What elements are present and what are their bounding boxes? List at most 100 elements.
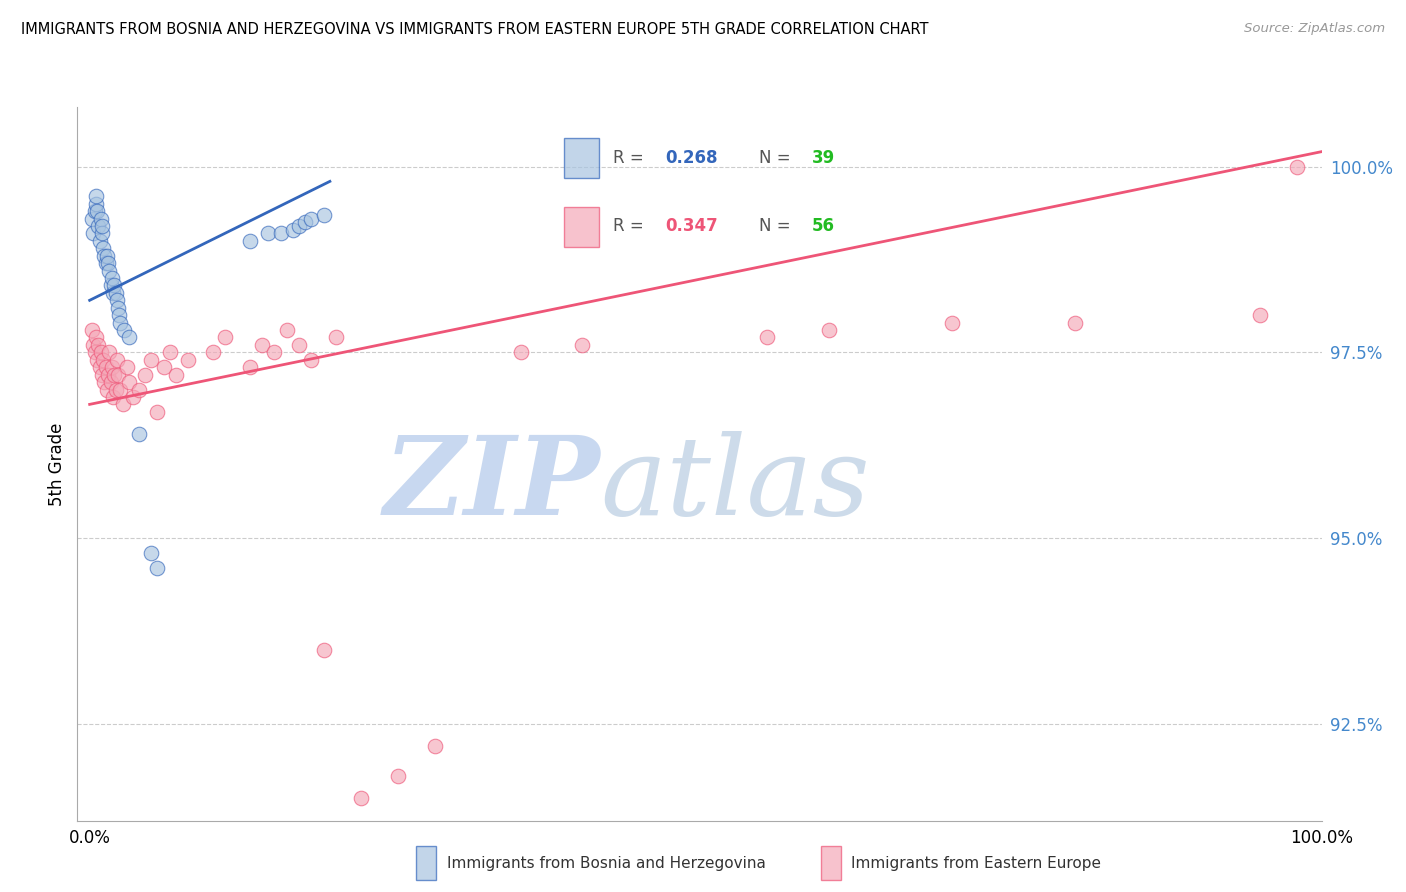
Point: [98, 263, 121, 277]
Point: [312, 642, 335, 657]
Point: [101, 271, 124, 285]
Point: [110, 383, 132, 397]
Point: [101, 285, 124, 300]
Point: [105, 293, 128, 308]
Point: [91, 241, 114, 255]
Point: [118, 330, 141, 344]
Point: [82, 323, 104, 337]
Bar: [821, 846, 841, 880]
Point: [107, 301, 129, 315]
Point: [101, 390, 124, 404]
Point: [146, 405, 169, 419]
Text: IMMIGRANTS FROM BOSNIA AND HERZEGOVINA VS IMMIGRANTS FROM EASTERN EUROPE 5TH GRA: IMMIGRANTS FROM BOSNIA AND HERZEGOVINA V…: [21, 22, 928, 37]
Text: Immigrants from Bosnia and Herzegovina: Immigrants from Bosnia and Herzegovina: [447, 855, 765, 871]
Point: [108, 308, 131, 322]
Point: [257, 227, 280, 241]
Point: [101, 360, 124, 375]
Point: [83, 204, 105, 219]
Point: [509, 345, 531, 359]
Point: [134, 368, 156, 382]
Point: [115, 360, 138, 375]
Point: [152, 360, 174, 375]
Point: [128, 427, 150, 442]
Point: [201, 345, 224, 359]
Point: [90, 345, 112, 359]
Point: [104, 285, 127, 300]
Point: [214, 330, 236, 344]
Point: [97, 368, 120, 382]
Point: [104, 383, 127, 397]
Point: [105, 352, 128, 367]
Point: [112, 323, 135, 337]
Point: [270, 227, 292, 241]
Point: [82, 338, 104, 352]
Point: [96, 383, 118, 397]
Point: [818, 323, 841, 337]
Point: [350, 791, 373, 805]
Point: [571, 338, 593, 352]
Point: [1064, 316, 1087, 330]
Point: [84, 189, 107, 203]
Point: [91, 219, 114, 233]
Point: [103, 368, 125, 382]
Point: [110, 316, 132, 330]
Point: [100, 278, 122, 293]
Point: [93, 375, 115, 389]
Point: [90, 211, 112, 226]
Point: [107, 368, 129, 382]
Point: [89, 234, 111, 248]
Y-axis label: 5th Grade: 5th Grade: [48, 422, 66, 506]
Point: [87, 338, 110, 352]
Point: [146, 561, 169, 575]
Point: [177, 352, 200, 367]
Point: [93, 249, 115, 263]
Point: [86, 352, 108, 367]
Point: [91, 352, 114, 367]
Point: [756, 330, 779, 344]
Point: [128, 383, 150, 397]
Point: [82, 227, 104, 241]
Point: [239, 360, 262, 375]
Point: [299, 352, 322, 367]
Text: Immigrants from Eastern Europe: Immigrants from Eastern Europe: [852, 855, 1101, 871]
Point: [103, 278, 125, 293]
Bar: [416, 846, 436, 880]
Point: [1249, 308, 1271, 322]
Point: [121, 390, 143, 404]
Point: [91, 227, 114, 241]
Point: [84, 196, 107, 211]
Point: [96, 249, 118, 263]
Point: [141, 352, 163, 367]
Point: [288, 219, 311, 233]
Point: [83, 345, 105, 359]
Point: [165, 368, 187, 382]
Text: atlas: atlas: [600, 432, 869, 539]
Point: [87, 219, 110, 233]
Point: [159, 345, 181, 359]
Point: [423, 739, 446, 754]
Point: [94, 360, 117, 375]
Point: [941, 316, 963, 330]
Point: [299, 211, 322, 226]
Point: [98, 345, 121, 359]
Point: [239, 234, 262, 248]
Point: [387, 769, 409, 783]
Point: [86, 204, 108, 219]
Point: [325, 330, 347, 344]
Point: [1285, 160, 1308, 174]
Point: [82, 211, 104, 226]
Point: [89, 360, 111, 375]
Point: [97, 256, 120, 270]
Point: [111, 397, 134, 411]
Point: [281, 222, 304, 236]
Point: [84, 330, 107, 344]
Point: [118, 375, 141, 389]
Point: [100, 375, 122, 389]
Text: Source: ZipAtlas.com: Source: ZipAtlas.com: [1244, 22, 1385, 36]
Point: [94, 256, 117, 270]
Point: [91, 368, 114, 382]
Point: [294, 215, 316, 229]
Point: [288, 338, 311, 352]
Point: [263, 345, 285, 359]
Point: [141, 546, 163, 560]
